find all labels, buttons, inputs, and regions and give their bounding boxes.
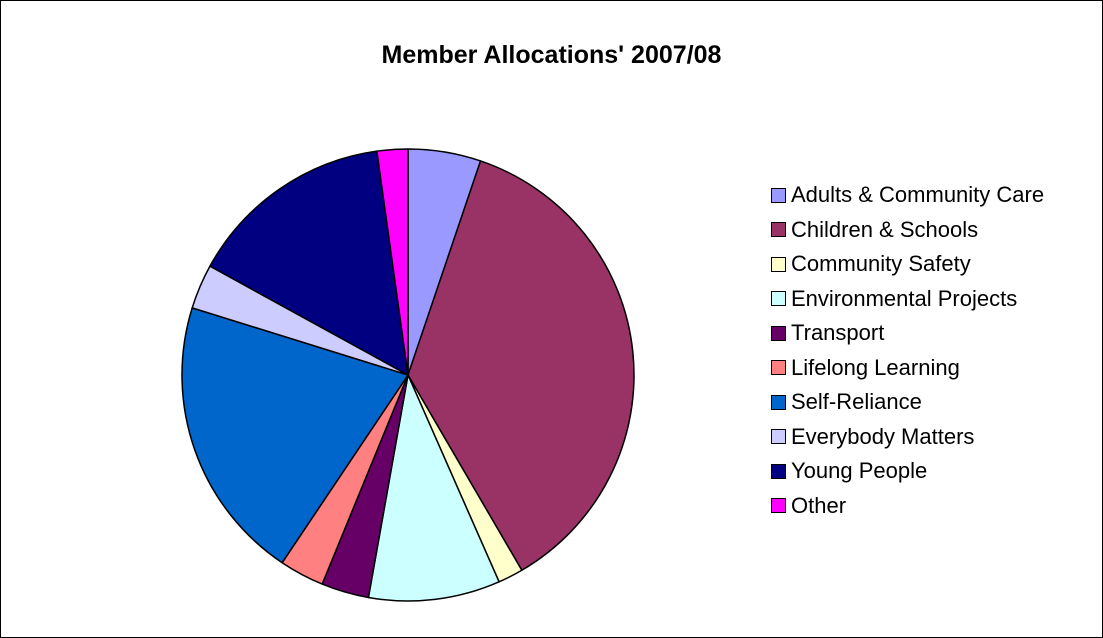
legend-item: Young People [771,454,1044,489]
legend-label: Lifelong Learning [791,354,960,380]
legend-item: Community Safety [771,247,1044,282]
legend-swatch [771,256,786,272]
legend-label: Self-Reliance [791,389,922,415]
legend-swatch [771,187,786,203]
legend-swatch [771,291,786,307]
legend-swatch [771,429,786,445]
legend-label: Everybody Matters [791,423,975,449]
pie-slice-self-reliance [181,307,409,564]
legend-swatch [771,394,786,410]
legend-label: Children & Schools [791,216,979,242]
pie-slice-young-people [209,150,409,376]
legend-label: Transport [791,320,885,346]
legend-item: Lifelong Learning [771,351,1044,386]
legend-item: Self-Reliance [771,385,1044,420]
pie-slice-children-schools [407,160,635,571]
legend-item: Everybody Matters [771,420,1044,455]
legend-swatch [771,360,786,376]
legend-swatch [771,498,786,514]
legend-swatch [771,222,786,238]
legend-swatch [771,463,786,479]
legend-label: Environmental Projects [791,285,1018,311]
legend-label: Adults & Community Care [791,182,1045,208]
legend-item: Adults & Community Care [771,178,1044,213]
legend-item: Other [771,489,1044,524]
legend-item: Environmental Projects [771,282,1044,317]
legend-label: Other [791,492,847,518]
legend-label: Young People [791,458,928,484]
legend-item: Children & Schools [771,213,1044,248]
legend-label: Community Safety [791,251,971,277]
legend-item: Transport [771,316,1044,351]
legend-swatch [771,325,786,341]
pie-slice-other [376,148,409,376]
chart-title: Member Allocations' 2007/08 [381,41,722,69]
legend: Adults & Community Care Children & School… [771,178,1044,523]
pie-slice-environmental-projects [367,374,500,602]
